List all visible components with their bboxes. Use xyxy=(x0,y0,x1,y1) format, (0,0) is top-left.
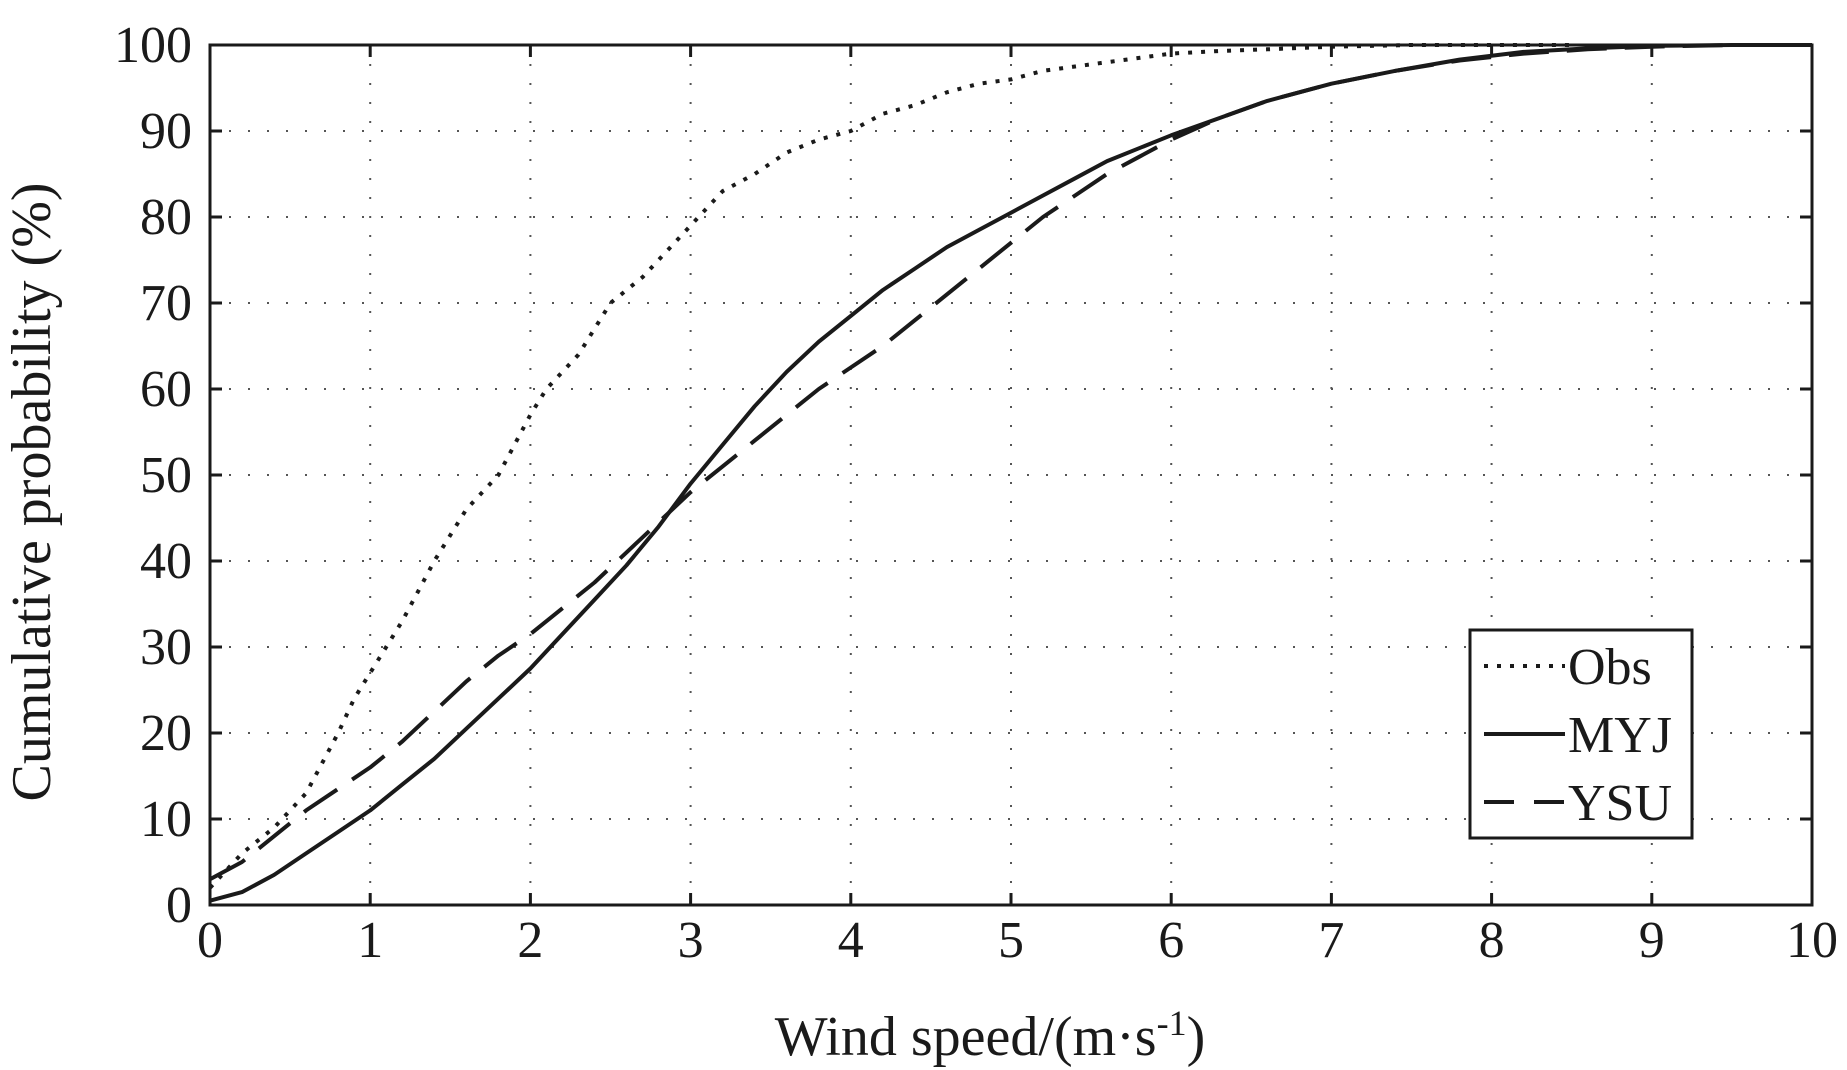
y-tick-label: 30 xyxy=(140,619,192,676)
grid xyxy=(210,45,1812,905)
legend-label-ysu: YSU xyxy=(1568,775,1672,832)
x-tick-label: 3 xyxy=(678,912,704,969)
y-tick-label: 100 xyxy=(114,17,192,74)
x-axis-label-superscript: -1 xyxy=(1157,1003,1187,1043)
x-tick-label: 1 xyxy=(357,912,383,969)
y-axis-label: Cumulative probability (%) xyxy=(1,183,63,802)
series-lines xyxy=(208,43,1812,903)
legend: Obs MYJ YSU xyxy=(1468,628,1694,840)
legend-label-obs: Obs xyxy=(1568,639,1652,696)
y-tick-label: 60 xyxy=(140,361,192,418)
x-tick-label: 7 xyxy=(1318,912,1344,969)
y-tick-label: 10 xyxy=(140,791,192,848)
y-tick-label: 80 xyxy=(140,189,192,246)
x-tick-label: 0 xyxy=(197,912,223,969)
x-axis-label-text: Wind speed/(m·s xyxy=(775,1006,1157,1068)
y-tick-label: 40 xyxy=(140,533,192,590)
legend-label-myj: MYJ xyxy=(1568,707,1672,764)
x-tick-label: 10 xyxy=(1786,912,1838,969)
y-tick-label: 70 xyxy=(140,275,192,332)
x-axis-label-close: ) xyxy=(1187,1006,1206,1068)
x-tick-label: 5 xyxy=(998,912,1024,969)
y-tick-label: 90 xyxy=(140,103,192,160)
y-tick-label: 50 xyxy=(140,447,192,504)
series-line-ysu xyxy=(209,43,1812,881)
x-tick-label: 6 xyxy=(1158,912,1184,969)
x-axis-label: Wind speed/(m·s-1) xyxy=(775,1003,1206,1068)
y-tick-label: 20 xyxy=(140,705,192,762)
x-tick-label: 4 xyxy=(838,912,864,969)
x-tick-label: 9 xyxy=(1639,912,1665,969)
x-tick-label: 8 xyxy=(1479,912,1505,969)
series-line-obs xyxy=(208,43,1572,890)
y-tick-label: 0 xyxy=(166,877,192,934)
x-tick-label: 2 xyxy=(517,912,543,969)
